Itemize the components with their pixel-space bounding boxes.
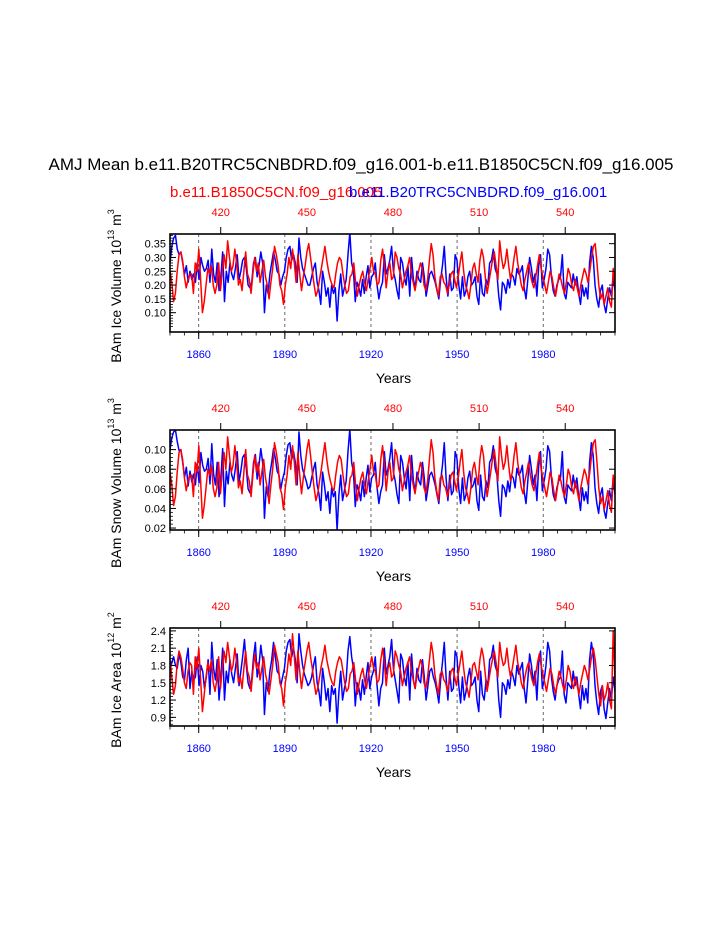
- x-axis-label: Years: [376, 764, 411, 780]
- xtick-label: 1950: [445, 547, 469, 559]
- top-tick-label: 420: [212, 207, 230, 219]
- ytick-label: 0.06: [145, 484, 166, 496]
- xtick-label: 1920: [359, 547, 383, 559]
- top-tick-label: 480: [384, 207, 402, 219]
- series-group: [170, 630, 615, 724]
- figure-title: AMJ Mean b.e11.B20TRC5CNBDRD.f09_g16.001…: [49, 155, 674, 174]
- top-tick-label: 540: [556, 207, 574, 219]
- xtick-label: 1860: [186, 349, 210, 361]
- series-line-blue: [170, 234, 615, 322]
- xtick-label: 1950: [445, 349, 469, 361]
- top-tick-label: 480: [384, 601, 402, 613]
- series-line-blue: [170, 430, 615, 530]
- ytick-label: 2.1: [151, 643, 166, 655]
- xtick-label: 1950: [445, 743, 469, 755]
- ytick-label: 0.25: [145, 266, 166, 278]
- ytick-label: 0.9: [151, 712, 166, 724]
- xtick-label: 1890: [273, 743, 297, 755]
- top-tick-label: 510: [470, 403, 488, 415]
- y-axis-label: BAm Ice Area 1012 m2: [106, 612, 124, 748]
- x-axis-label: Years: [376, 370, 411, 386]
- top-tick-label: 420: [212, 601, 230, 613]
- top-tick-label: 510: [470, 601, 488, 613]
- ytick-label: 0.04: [145, 503, 166, 515]
- series-line-red: [170, 240, 615, 314]
- xtick-label: 1920: [359, 743, 383, 755]
- top-tick-label: 420: [212, 403, 230, 415]
- ytick-label: 1.2: [151, 695, 166, 707]
- ytick-label: 0.35: [145, 239, 166, 251]
- panels: 0.10 0.15 0.20 0.25 0.300.35 1860 1890 1920 1950…: [106, 207, 616, 780]
- legend-red-label: b.e11.B1850C5CN.f09_g16.005: [170, 184, 382, 201]
- top-tick-label: 540: [556, 601, 574, 613]
- series-line-red: [170, 630, 615, 713]
- ytick-label: 0.15: [145, 294, 166, 306]
- x-axis-label: Years: [376, 568, 411, 584]
- xtick-label: 1890: [273, 349, 297, 361]
- ytick-label: 0.02: [145, 523, 166, 535]
- ytick-label: 2.4: [151, 626, 166, 638]
- series-line-red: [170, 436, 615, 519]
- ytick-label: 0.10: [145, 308, 166, 320]
- top-tick-label: 450: [298, 601, 316, 613]
- top-tick-label: 480: [384, 403, 402, 415]
- y-axis-label: BAm Snow Volume 1013 m3: [106, 398, 124, 568]
- ytick-label: 1.5: [151, 678, 166, 690]
- panel-1: 0.10 0.15 0.20 0.25 0.300.35 1860 1890 1920 1950…: [106, 207, 616, 386]
- top-tick-label: 510: [470, 207, 488, 219]
- ytick-label: 0.08: [145, 464, 166, 476]
- ytick-label: 0.20: [145, 280, 166, 292]
- legend-blue-label: b.e11.B20TRC5CNBDRD.f09_g16.001: [349, 184, 607, 201]
- xtick-label: 1860: [186, 743, 210, 755]
- ytick-label: 1.8: [151, 660, 166, 672]
- series-group: [170, 234, 615, 322]
- xtick-label: 1890: [273, 547, 297, 559]
- ytick-label: 0.30: [145, 252, 166, 264]
- xtick-label: 1980: [531, 349, 555, 361]
- panel-2: 0.02 0.04 0.06 0.08 0.10 1860 1890 1920 1950 1980…: [106, 398, 616, 584]
- top-tick-label: 450: [298, 403, 316, 415]
- ytick-label: 0.10: [145, 445, 166, 457]
- series-line-blue: [170, 633, 615, 724]
- panel-3: 0.9 1.2 1.5 1.8 2.1 2.4 1860 1890 1920 1950 1980 42…: [106, 601, 616, 780]
- xtick-label: 1920: [359, 349, 383, 361]
- xtick-label: 1860: [186, 547, 210, 559]
- series-group: [170, 430, 615, 530]
- xtick-label: 1980: [531, 547, 555, 559]
- xtick-label: 1980: [531, 743, 555, 755]
- y-axis-label: BAm Ice Volume 1013 m3: [106, 209, 124, 363]
- top-tick-label: 540: [556, 403, 574, 415]
- top-tick-label: 450: [298, 207, 316, 219]
